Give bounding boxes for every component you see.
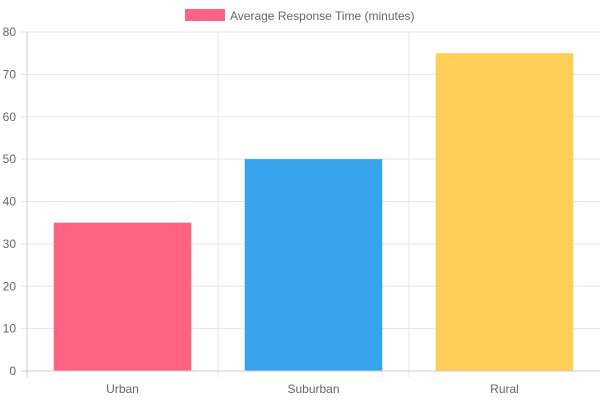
y-tick-label: 70 bbox=[3, 67, 17, 81]
axes bbox=[21, 31, 600, 377]
x-tick-label: Urban bbox=[106, 382, 139, 396]
y-tick-label: 20 bbox=[3, 279, 17, 293]
legend[interactable]: Average Response Time (minutes) bbox=[185, 9, 415, 23]
y-tick-label: 80 bbox=[3, 25, 17, 39]
bar-urban[interactable] bbox=[53, 222, 192, 371]
y-axis-tick-labels: 0 10 20 30 40 50 60 70 80 bbox=[3, 25, 17, 378]
y-tick-label: 40 bbox=[3, 195, 17, 209]
y-tick-label: 60 bbox=[3, 110, 17, 124]
x-tick-label: Rural bbox=[490, 382, 519, 396]
y-tick-label: 30 bbox=[3, 237, 17, 251]
legend-label: Average Response Time (minutes) bbox=[230, 9, 415, 23]
y-tick-label: 10 bbox=[3, 322, 17, 336]
x-axis-tick-labels: Urban Suburban Rural bbox=[106, 382, 519, 396]
y-tick-label: 50 bbox=[3, 152, 17, 166]
x-tick-label: Suburban bbox=[287, 382, 339, 396]
y-tick-label: 0 bbox=[9, 364, 16, 378]
bar-rural[interactable] bbox=[435, 53, 574, 371]
bar-suburban[interactable] bbox=[244, 159, 383, 371]
bars bbox=[53, 53, 574, 371]
legend-swatch bbox=[185, 9, 225, 21]
